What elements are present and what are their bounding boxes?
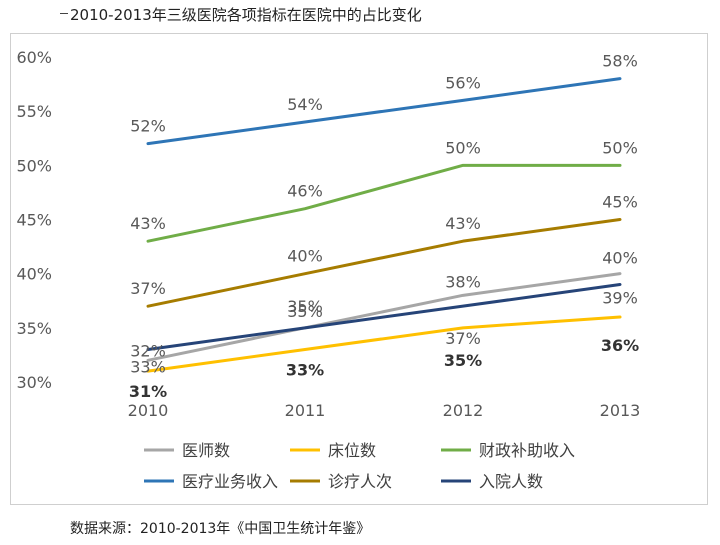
legend-label: 入院人数 — [479, 472, 543, 491]
data-label: 32% — [130, 341, 166, 360]
y-tick-label: 30% — [16, 373, 52, 392]
series-line-2 — [146, 163, 622, 243]
series-line-5 — [146, 283, 622, 351]
y-tick-label: 40% — [16, 265, 52, 284]
data-label: 54% — [287, 95, 323, 114]
data-label: 46% — [287, 182, 323, 201]
data-label: 40% — [287, 247, 323, 266]
data-label: 33% — [286, 361, 324, 380]
x-tick-label: 2012 — [443, 401, 484, 420]
y-tick-label: 55% — [16, 102, 52, 121]
series-line-4 — [146, 218, 622, 308]
data-label: 35% — [287, 302, 323, 321]
data-label: 43% — [445, 214, 481, 233]
legend-label: 医师数 — [182, 441, 230, 460]
x-tick-label: 2011 — [285, 401, 326, 420]
data-label: 39% — [602, 289, 638, 308]
series-line-3 — [146, 77, 622, 146]
series-line-0 — [146, 272, 622, 362]
data-label: 52% — [130, 117, 166, 136]
legend-label: 诊疗人次 — [328, 472, 392, 491]
y-tick-label: 60% — [16, 48, 52, 67]
page-title: 2010-2013年三级医院各项指标在医院中的占比变化 — [70, 6, 422, 24]
data-label: 37% — [130, 279, 166, 298]
data-label: 40% — [602, 249, 638, 268]
data-label: 36% — [601, 336, 639, 355]
x-tick-label: 2013 — [600, 401, 641, 420]
data-label: 50% — [602, 138, 638, 157]
data-label: 58% — [602, 52, 638, 71]
data-label: 37% — [445, 329, 481, 348]
y-tick-label: 45% — [16, 211, 52, 230]
data-label: 45% — [602, 193, 638, 212]
legend-label: 财政补助收入 — [479, 441, 575, 460]
title-mark — [60, 13, 68, 14]
y-tick-label: 35% — [16, 319, 52, 338]
chart-frame — [10, 33, 708, 505]
data-label: 33% — [130, 358, 166, 377]
data-label: 35% — [287, 297, 323, 316]
y-tick-label: 50% — [16, 156, 52, 175]
legend-label: 医疗业务收入 — [182, 472, 278, 491]
legend-label: 床位数 — [328, 441, 376, 460]
data-label: 31% — [129, 382, 167, 401]
data-label: 38% — [445, 272, 481, 291]
source-note: 数据来源：2010-2013年《中国卫生统计年鉴》 — [70, 521, 371, 537]
series-line-1 — [146, 315, 622, 373]
data-label: 56% — [445, 73, 481, 92]
data-label: 50% — [445, 138, 481, 157]
data-label: 35% — [444, 351, 482, 370]
x-tick-label: 2010 — [128, 401, 169, 420]
data-label: 43% — [130, 214, 166, 233]
